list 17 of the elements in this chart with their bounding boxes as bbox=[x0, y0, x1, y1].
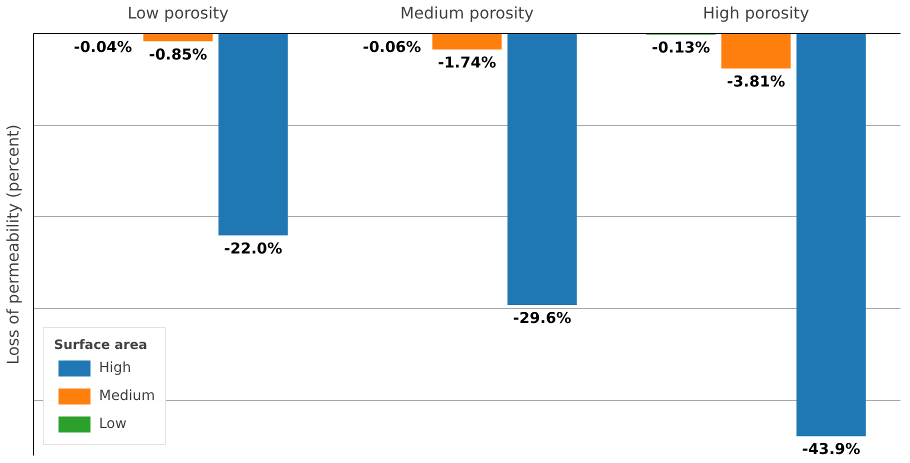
data-label: -22.0% bbox=[224, 239, 282, 258]
data-label: -29.6% bbox=[513, 309, 572, 328]
legend-label: High bbox=[99, 360, 132, 376]
data-label: -0.85% bbox=[148, 45, 208, 64]
data-label: -3.81% bbox=[726, 72, 786, 90]
legend-label: Low bbox=[99, 416, 127, 432]
data-label: -0.13% bbox=[652, 38, 710, 57]
data-label: -0.06% bbox=[362, 38, 421, 56]
legend-title: Surface area bbox=[54, 338, 148, 353]
y-axis-title: Loss of permeability (percent) bbox=[4, 124, 22, 365]
x-tick-label: Medium porosity bbox=[400, 4, 534, 22]
data-label: -1.74% bbox=[438, 53, 496, 72]
legend-label: Medium bbox=[99, 388, 155, 404]
data-label: -43.9% bbox=[802, 440, 860, 458]
x-tick-label: High porosity bbox=[702, 4, 810, 22]
data-label: -0.04% bbox=[74, 38, 132, 56]
x-tick-label: Low porosity bbox=[127, 4, 229, 22]
